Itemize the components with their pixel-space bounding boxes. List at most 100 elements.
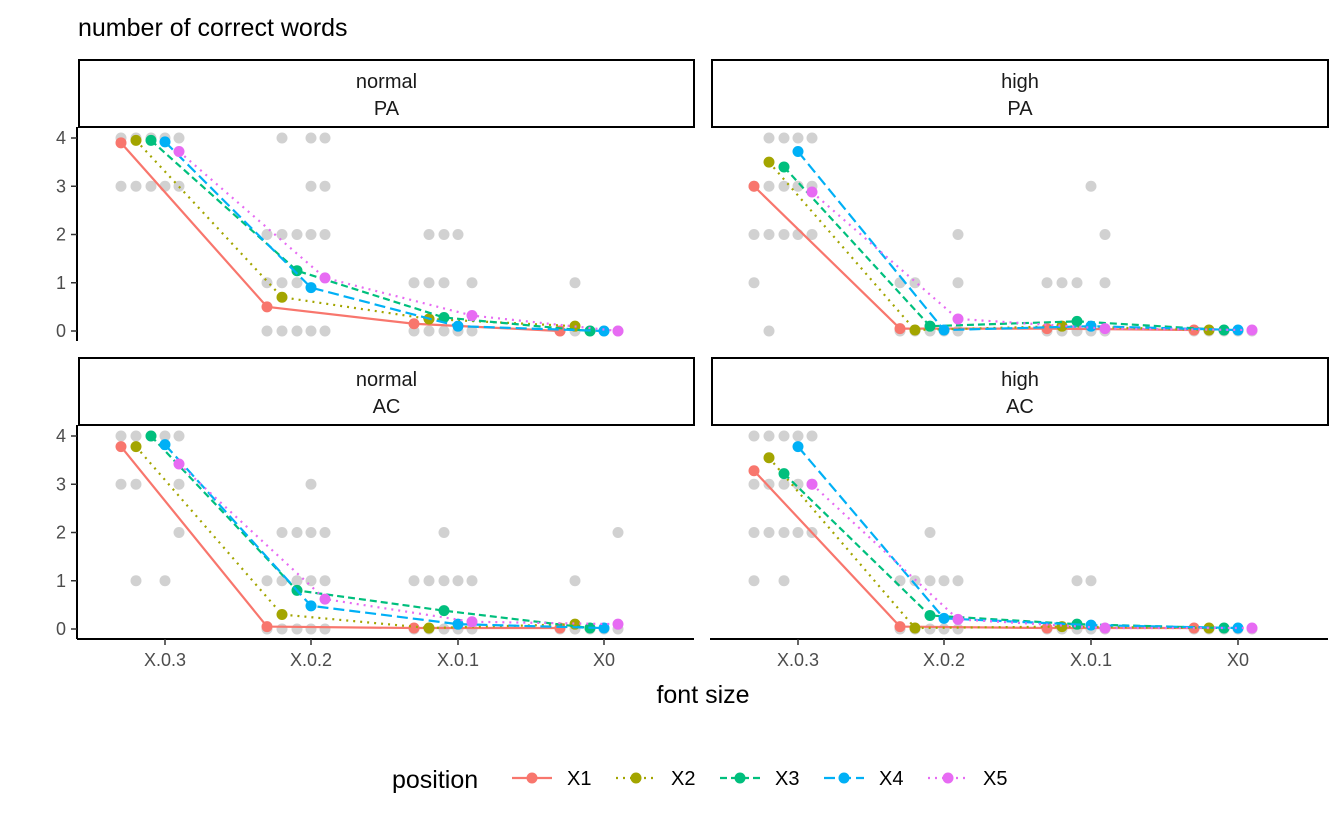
x-axis-title: font size xyxy=(656,681,749,709)
raw-point xyxy=(305,132,317,144)
legend: X1 X2 X3 X4 X5 xyxy=(512,768,1007,790)
data-point-x5 xyxy=(466,616,478,628)
raw-point xyxy=(423,277,435,289)
data-point-x2 xyxy=(276,609,288,621)
raw-point xyxy=(438,277,450,289)
x-tick-label: X.0.1 xyxy=(437,650,479,670)
raw-point xyxy=(130,430,142,442)
series-line-x3 xyxy=(150,435,591,630)
raw-point xyxy=(924,575,936,587)
raw-point xyxy=(612,527,624,538)
raw-point xyxy=(924,527,936,538)
data-point-x4 xyxy=(452,618,464,630)
raw-point xyxy=(173,430,185,442)
data-point-x4 xyxy=(792,441,804,453)
raw-point xyxy=(173,132,185,144)
data-point-x1 xyxy=(1041,622,1053,634)
raw-point xyxy=(423,229,435,240)
raw-point xyxy=(438,575,450,587)
raw-point xyxy=(792,132,804,144)
y-axis-title: number of correct words xyxy=(78,14,348,42)
strip-label-line1: normal xyxy=(356,369,417,391)
series-line-x1 xyxy=(753,469,1194,630)
raw-point xyxy=(319,229,331,240)
raw-point xyxy=(319,132,331,144)
raw-point xyxy=(1071,575,1083,587)
data-point-x5 xyxy=(952,613,964,625)
raw-point xyxy=(423,325,435,337)
raw-point xyxy=(763,325,775,337)
data-point-x3 xyxy=(291,265,303,277)
data-point-x2 xyxy=(1056,320,1068,332)
strip-label-line2: PA xyxy=(374,98,400,120)
data-point-x2 xyxy=(909,324,921,336)
series-line-x3 xyxy=(783,472,1225,630)
legend-key-point xyxy=(942,772,954,784)
raw-point xyxy=(924,623,936,635)
y-tick-label: 2 xyxy=(56,225,66,245)
raw-point xyxy=(305,229,317,240)
x-tick-label: X.0.1 xyxy=(1070,650,1112,670)
raw-point xyxy=(276,229,288,240)
raw-point xyxy=(159,180,171,192)
data-point-x1 xyxy=(748,465,760,477)
data-point-x4 xyxy=(305,282,317,294)
raw-point xyxy=(792,430,804,442)
data-point-x1 xyxy=(894,323,906,335)
raw-point xyxy=(748,527,760,538)
raw-point xyxy=(763,132,775,144)
raw-point xyxy=(569,575,581,587)
raw-point xyxy=(261,277,273,289)
raw-point xyxy=(748,277,760,289)
raw-point xyxy=(748,430,760,442)
raw-point xyxy=(452,229,464,240)
series-line-x5 xyxy=(178,463,619,626)
raw-point xyxy=(130,180,142,192)
data-point-x5 xyxy=(466,310,478,322)
raw-point xyxy=(305,575,317,587)
raw-point xyxy=(305,478,317,490)
y-tick-label: 1 xyxy=(56,571,66,591)
legend-label: X5 xyxy=(983,768,1007,790)
raw-point xyxy=(1041,277,1053,289)
raw-point xyxy=(763,478,775,490)
data-point-x4 xyxy=(598,325,610,337)
raw-point xyxy=(778,229,790,240)
raw-point xyxy=(291,229,303,240)
raw-point xyxy=(276,325,288,337)
raw-point xyxy=(778,132,790,144)
data-point-x1 xyxy=(408,318,420,330)
data-point-x1 xyxy=(748,180,760,192)
legend-key-point xyxy=(838,772,850,784)
data-point-x5 xyxy=(806,478,818,490)
strip-label-line2: AC xyxy=(373,396,401,418)
raw-point xyxy=(1085,180,1097,192)
data-point-x5 xyxy=(612,618,624,630)
y-tick-label: 2 xyxy=(56,523,66,543)
raw-point xyxy=(778,430,790,442)
strip-box xyxy=(711,357,1329,426)
data-point-x3 xyxy=(438,605,450,617)
raw-point xyxy=(952,277,964,289)
raw-point xyxy=(408,575,420,587)
panel-high-pa: high PA xyxy=(711,59,1329,337)
data-point-x4 xyxy=(159,136,171,148)
strip-label-line2: PA xyxy=(1007,98,1033,120)
raw-point xyxy=(319,180,331,192)
data-point-x2 xyxy=(423,622,435,634)
legend-label: X3 xyxy=(775,768,799,790)
legend-label: X2 xyxy=(671,768,695,790)
raw-point xyxy=(1071,277,1083,289)
raw-point xyxy=(1085,575,1097,587)
y-tick-label: 3 xyxy=(56,176,66,196)
raw-point xyxy=(763,527,775,538)
series-line-x4 xyxy=(797,445,1239,630)
data-point-x1 xyxy=(408,622,420,634)
raw-point xyxy=(291,575,303,587)
raw-point xyxy=(763,229,775,240)
raw-point xyxy=(305,325,317,337)
raw-point xyxy=(1056,277,1068,289)
data-point-x5 xyxy=(319,272,331,284)
raw-point xyxy=(792,180,804,192)
